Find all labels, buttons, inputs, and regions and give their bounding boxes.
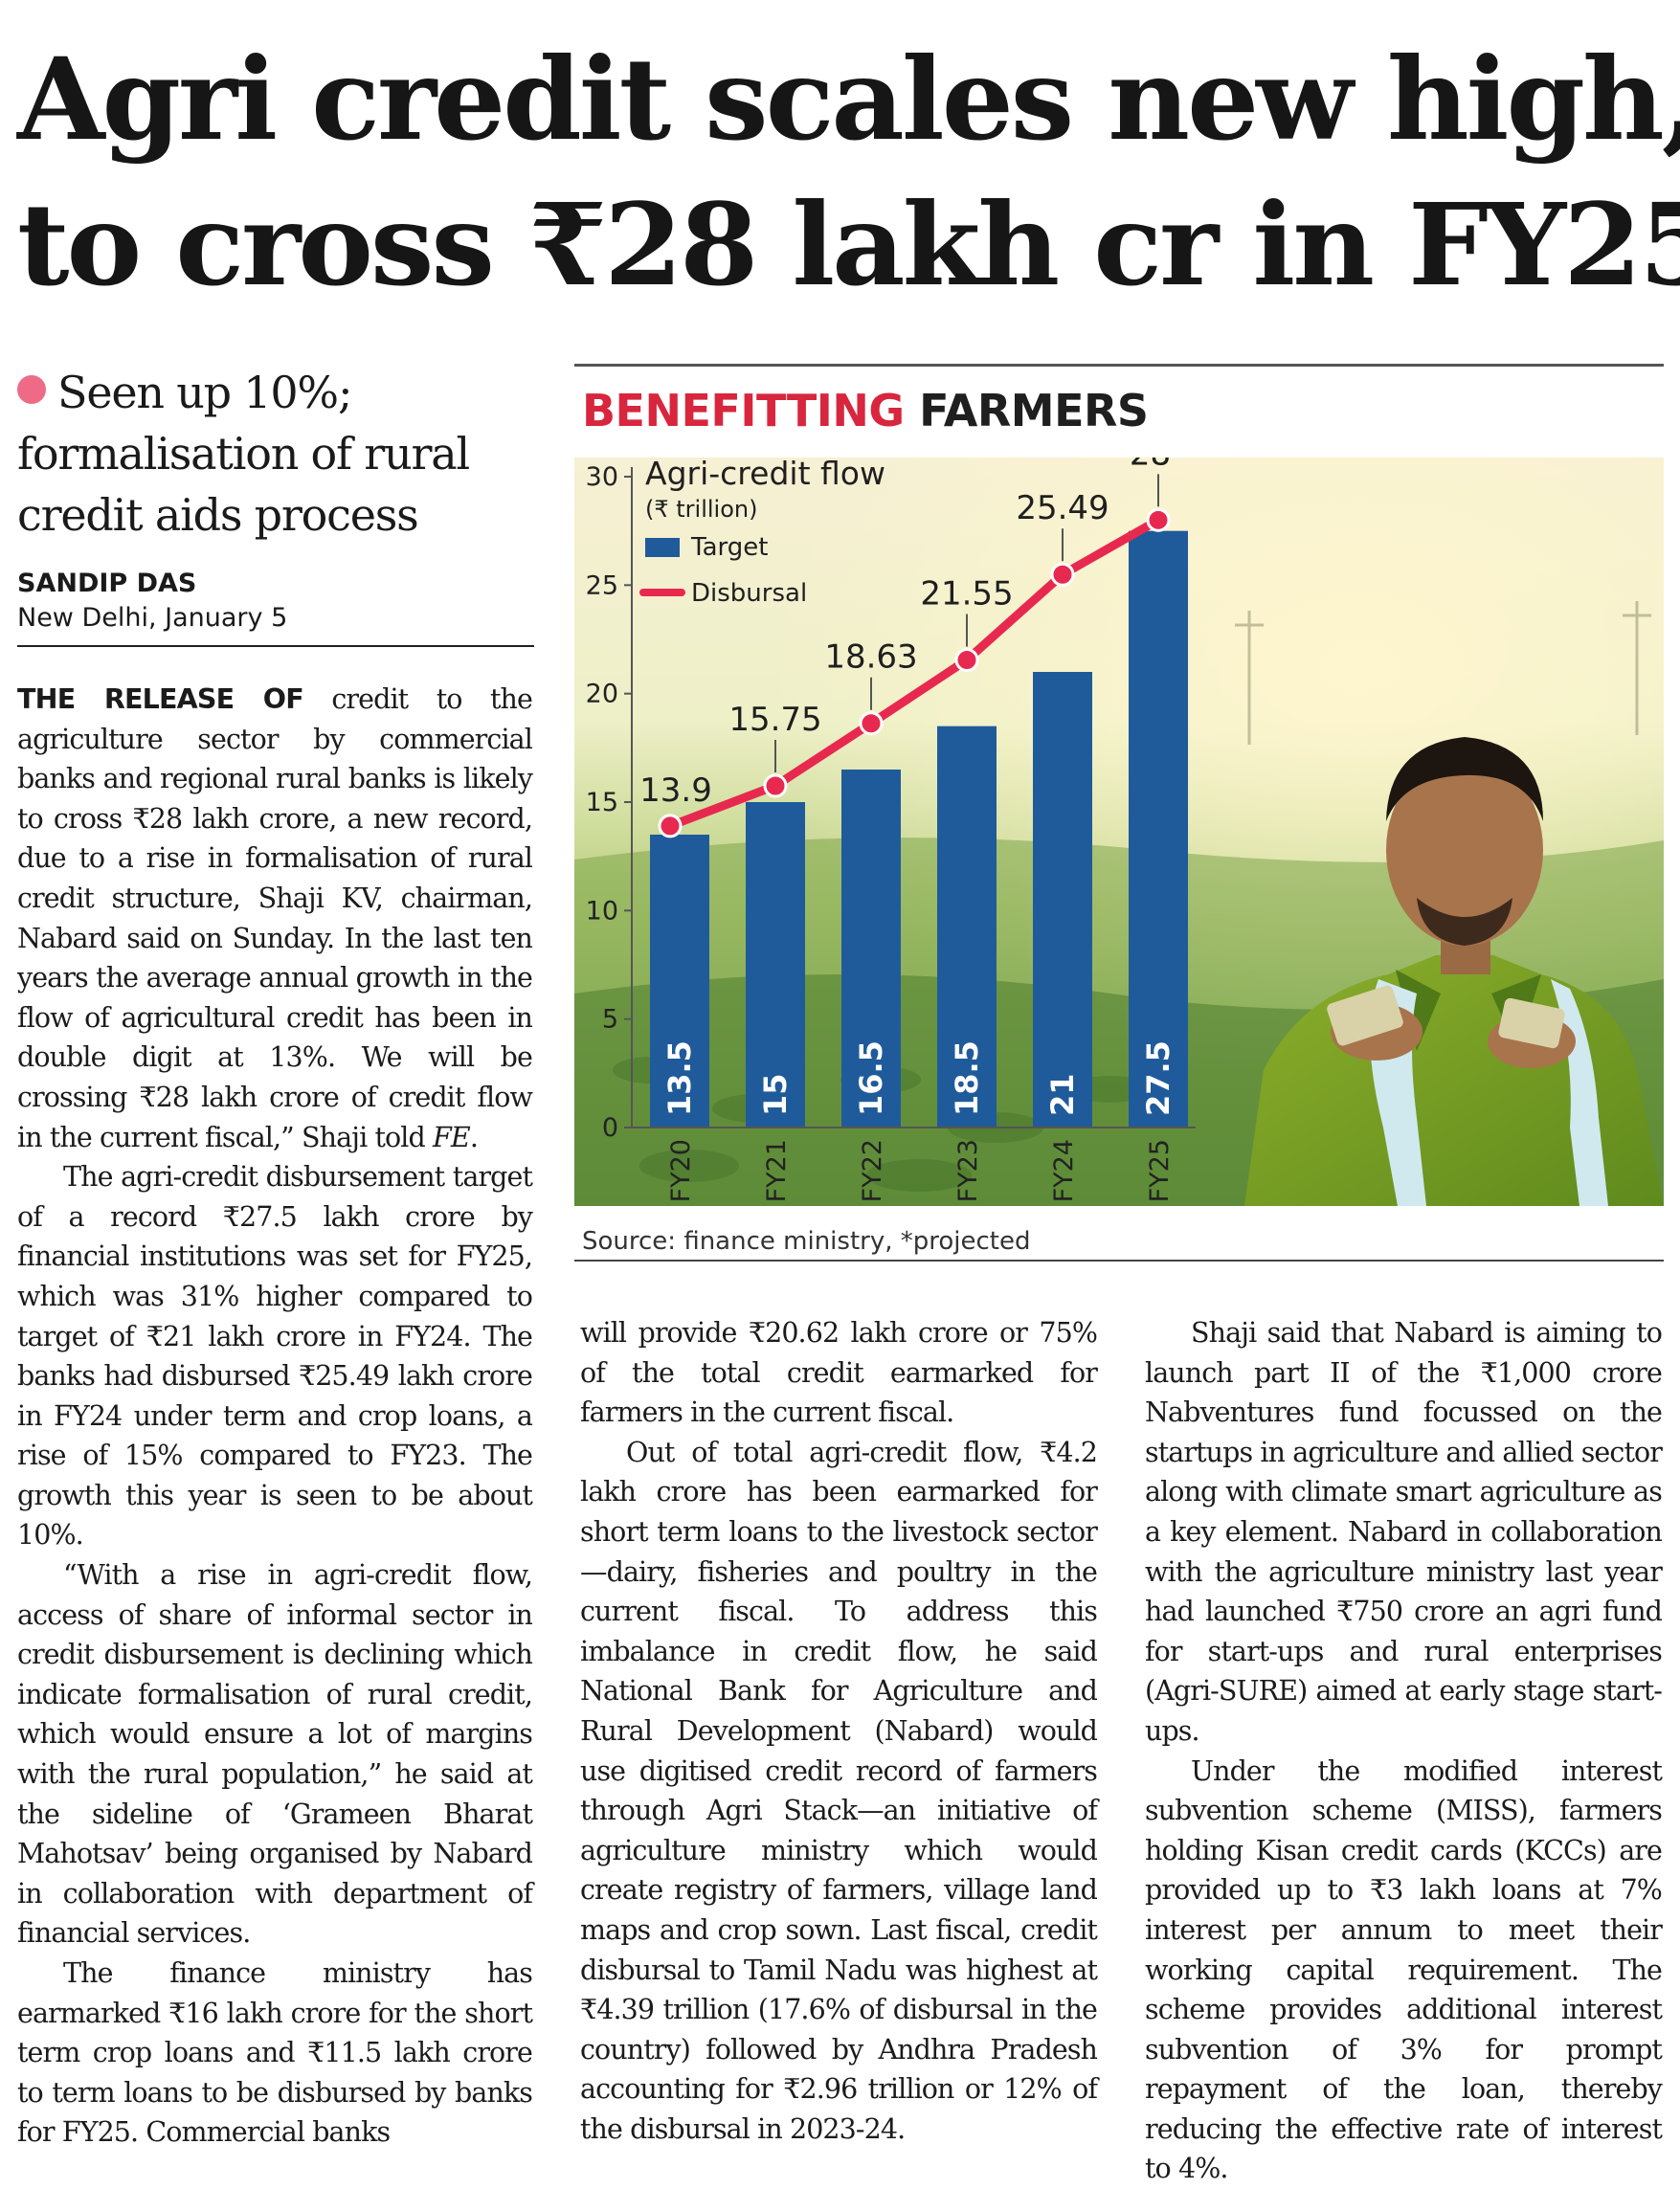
bar-value-label: 27.5 <box>1140 1040 1176 1116</box>
y-tick-label: 30 <box>586 462 618 492</box>
article-paragraph: Under the modified interest subvention s… <box>1145 1754 1663 2185</box>
bar-fy25 <box>1129 530 1188 1128</box>
disbursal-value-label: 28* <box>1130 458 1187 473</box>
chart-title: Agri-credit flow <box>645 458 885 492</box>
headline-line-1: Agri credit scales new high, <box>17 33 1680 166</box>
deck: Seen up 10%; formalisation of rural cred… <box>17 362 534 546</box>
chart-legend: Target Disbursal <box>639 533 807 608</box>
disbursal-point-fy24 <box>1050 562 1075 587</box>
y-tick-label: 20 <box>586 680 618 709</box>
source-rule <box>574 1260 1664 1262</box>
bar-value-label: 15 <box>757 1073 794 1116</box>
x-axis: FY20 FY21 FY22 FY23 FY24 FY25 <box>632 1127 1196 1202</box>
disbursal-value-label: 13.9 <box>639 771 712 810</box>
panel-title: BENEFITTING FARMERS <box>582 385 1149 436</box>
disbursal-value-label: 21.55 <box>920 575 1013 614</box>
headline: Agri credit scales new high, to cross ₹2… <box>17 27 1680 318</box>
panel-title-red: BENEFITTING <box>582 385 905 436</box>
dateline: New Delhi, January 5 <box>17 601 534 647</box>
disbursal-value-label: 15.75 <box>728 701 821 739</box>
bar-value-label: 21 <box>1044 1073 1081 1116</box>
disbursal-point-fy20 <box>658 814 683 838</box>
bar-value-label: 16.5 <box>853 1040 889 1116</box>
article-paragraph: “With a rise in agri-credit flow, access… <box>17 1559 533 1950</box>
legend-label-disbursal: Disbursal <box>691 579 807 608</box>
article-paragraph: will provide ₹20.62 lakh crore or 75% of… <box>580 1317 1098 1429</box>
infographic-panel: BENEFITTING FARMERS <box>574 364 1664 1263</box>
panel-top-rule <box>574 364 1664 367</box>
farmer-photo-illustration <box>574 458 1664 1206</box>
x-tick-label: FY25 <box>1145 1139 1175 1202</box>
disbursal-point-fy25 <box>1146 507 1171 532</box>
bar-value-label: 18.5 <box>949 1040 985 1116</box>
y-axis: 0 5 10 15 20 25 30 <box>586 462 633 1143</box>
chart-subtitle: (₹ trillion) <box>645 496 757 523</box>
article-paragraph: Shaji said that Nabard is aiming to laun… <box>1145 1317 1663 1747</box>
x-tick-label: FY23 <box>953 1139 983 1202</box>
bar-fy21 <box>746 802 805 1128</box>
y-tick-label: 25 <box>586 570 618 600</box>
article-paragraph: The finance ministry has earmarked ₹16 l… <box>17 1957 533 2149</box>
y-tick-label: 15 <box>586 788 618 817</box>
x-tick-label: FY20 <box>666 1139 696 1202</box>
legend-label-target: Target <box>690 533 768 562</box>
bars-target: 13.5 15 16.5 18.5 21 27.5 <box>650 530 1188 1128</box>
panel-title-dark: FARMERS <box>919 385 1149 436</box>
article-column-1: THE RELEASE OF credit to the agriculture… <box>17 680 533 2153</box>
deck-block: Seen up 10%; formalisation of rural cred… <box>17 362 534 647</box>
article-paragraph: THE RELEASE OF credit to the agriculture… <box>17 683 533 1153</box>
article-paragraph: The agri-credit disbursement target of a… <box>17 1161 533 1552</box>
agri-credit-chart: 0 5 10 15 20 25 30 13.5 15 16.5 18.5 21 27.5 13.9 15… <box>586 458 1196 1202</box>
x-tick-label: FY22 <box>858 1139 887 1202</box>
headline-line-2: to cross ₹28 lakh cr in FY25 <box>17 178 1680 311</box>
x-tick-label: FY21 <box>762 1139 792 1202</box>
lead-in: THE RELEASE OF <box>17 683 304 715</box>
bar-value-label: 13.5 <box>661 1040 698 1116</box>
bullet-dot-icon <box>17 375 46 404</box>
bar-fy20 <box>650 835 709 1128</box>
disbursal-point-fy22 <box>859 711 884 736</box>
article-column-3: Shaji said that Nabard is aiming to laun… <box>1145 1313 1663 2189</box>
disbursal-value-label: 25.49 <box>1016 489 1109 527</box>
x-tick-label: FY24 <box>1049 1139 1079 1202</box>
legend-swatch-target <box>645 538 680 557</box>
byline: SANDIP DAS <box>17 569 197 598</box>
disbursal-point-fy23 <box>954 648 979 673</box>
article-column-2: will provide ₹20.62 lakh crore or 75% of… <box>580 1313 1098 2149</box>
bar-fy23 <box>937 726 997 1128</box>
bar-fy24 <box>1033 672 1092 1128</box>
disbursal-line <box>665 515 1163 831</box>
article-paragraph: Out of total agri-credit flow, ₹4.2 lakh… <box>580 1436 1098 2145</box>
y-tick-label: 10 <box>586 896 618 926</box>
disbursal-point-fy21 <box>763 773 788 798</box>
bar-fy22 <box>841 770 901 1128</box>
deck-text: Seen up 10%; formalisation of rural cred… <box>17 367 470 541</box>
y-tick-label: 5 <box>602 1005 618 1035</box>
chart-source: Source: finance ministry, *projected <box>582 1227 1031 1256</box>
disbursal-value-label: 18.63 <box>824 638 917 677</box>
y-tick-label: 0 <box>602 1113 618 1143</box>
